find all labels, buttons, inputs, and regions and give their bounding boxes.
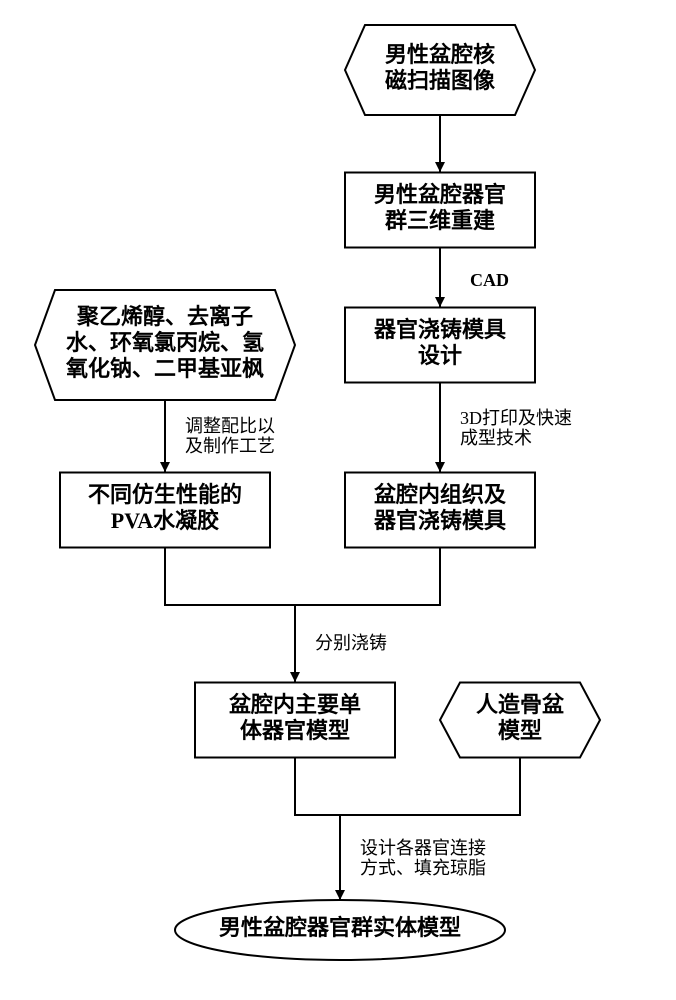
edge-label: 方式、填充琼脂 (360, 858, 486, 878)
edge-label: 设计各器官连接 (360, 838, 486, 858)
node-label: 不同仿生性能的 (88, 482, 242, 507)
node-label: 设计 (418, 343, 462, 368)
edge (295, 758, 520, 815)
node-n4: 盆腔内组织及器官浇铸模具 (345, 473, 535, 548)
node-label: 水、环氧氯丙烷、氢 (66, 330, 264, 355)
node-label: 磁扫描图像 (385, 68, 496, 93)
node-n2: 男性盆腔器官群三维重建 (345, 173, 535, 248)
node-label: 聚乙烯醇、去离子 (76, 304, 253, 329)
node-n8: 人造骨盆模型 (440, 683, 600, 758)
node-label: 氧化钠、二甲基亚枫 (65, 356, 264, 381)
node-label: 器官浇铸模具 (373, 508, 506, 533)
node-label: 男性盆腔核 (385, 42, 495, 67)
edge-label: 及制作工艺 (185, 436, 275, 456)
node-label: 男性盆腔器官群实体模型 (219, 915, 461, 940)
edge-label: 3D打印及快速 (460, 408, 572, 428)
edge (165, 548, 440, 605)
node-n5: 聚乙烯醇、去离子水、环氧氯丙烷、氢氧化钠、二甲基亚枫 (35, 290, 295, 400)
node-label: 体器官模型 (240, 718, 350, 743)
node-n9: 男性盆腔器官群实体模型 (175, 900, 505, 960)
node-n3: 器官浇铸模具设计 (345, 308, 535, 383)
node-n6: 不同仿生性能的PVA水凝胶 (60, 473, 270, 548)
node-label: 模型 (498, 718, 542, 743)
node-label: PVA水凝胶 (111, 508, 219, 533)
node-label: 男性盆腔器官 (374, 182, 506, 207)
node-label: 群三维重建 (385, 208, 495, 233)
node-label: 盆腔内组织及 (374, 482, 507, 507)
node-label: 人造骨盆 (476, 692, 565, 717)
edge-label: 调整配比以 (185, 416, 275, 436)
flowchart-canvas: CAD 3D打印及快速成型技术 调整配比以及制作工艺分别浇铸设计各器官连接方式、填充… (0, 0, 676, 1000)
node-n1: 男性盆腔核磁扫描图像 (345, 25, 535, 115)
node-label: 器官浇铸模具 (373, 317, 506, 342)
nodes-layer: 男性盆腔核磁扫描图像男性盆腔器官群三维重建器官浇铸模具设计盆腔内组织及器官浇铸模… (35, 25, 600, 960)
edge-label: CAD (470, 270, 509, 290)
node-n7: 盆腔内主要单体器官模型 (195, 683, 395, 758)
edge-label: 成型技术 (460, 428, 532, 448)
edge-label: 分别浇铸 (315, 633, 387, 653)
node-label: 盆腔内主要单 (229, 692, 361, 717)
